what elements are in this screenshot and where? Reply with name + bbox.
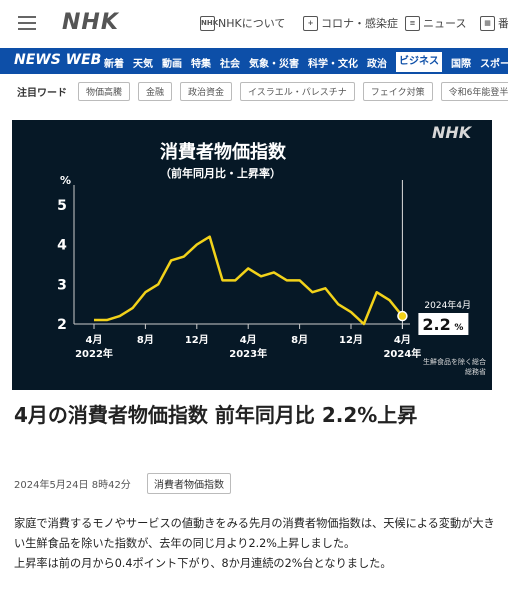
x-tick-year: 2022年 [75,347,113,360]
nav-item[interactable]: 特集 [191,59,211,70]
tag-item[interactable]: フェイク対策 [362,82,433,101]
nav-item[interactable]: 動画 [162,59,182,70]
news-link[interactable]: ≡ ニュース [405,15,466,31]
program-label: 番 [498,17,508,30]
top-header: NHK NHK NHKについて + コロナ・感染症 ≡ ニュース ▦ 番 [0,0,508,49]
topic-tag[interactable]: 消費者物価指数 [147,473,231,494]
chart-source: 総務省 [465,367,486,376]
corona-icon: + [303,15,318,31]
tag-item[interactable]: イスラエル・パレスチナ [240,82,355,101]
article-paragraph: 家庭で消費するモノやサービスの値動きをみる先月の消費者物価指数は、天候による変動… [14,517,495,550]
y-tick-label: 4 [57,238,67,254]
cpi-series-line [94,235,404,326]
chart-subtitle: （前年同月比・上昇率） [160,166,281,180]
article-paragraph: 上昇率は前の月から0.4ポイント下がり、8か月連続の2%台となりました。 [14,557,392,570]
nav-item[interactable]: 科学・文化 [308,59,358,70]
nhk-icon: NHK [200,15,218,31]
x-tick-year: 2023年 [229,347,267,360]
x-tick-month: 8月 [137,334,154,346]
trending-words: 注目ワード 物価高騰 金融 政治資金 イスラエル・パレスチナ フェイク対策 令和6年能登半… [0,80,508,102]
nav-item[interactable]: スポーツ [480,59,508,70]
callout-date: 2024年4月 [424,299,471,311]
x-tick-month: 4月 [240,334,257,346]
nav-item[interactable]: 社会 [220,59,240,70]
nav-item[interactable]: ビジネス [396,52,442,72]
x-tick-month: 12月 [339,334,363,346]
nav-item[interactable]: 気象・災害 [249,59,299,70]
main-nav: NEWS WEB 新着 天気 動画 特集 社会 気象・災害 科学・文化 政治 ビジネス 国際 スポー… [0,48,508,74]
corona-label: コロナ・感染症 [321,17,398,30]
tag-item[interactable]: 金融 [138,82,173,101]
corona-link[interactable]: + コロナ・感染症 [303,15,398,31]
tag-item[interactable]: 政治資金 [180,82,233,101]
article-body: 家庭で消費するモノやサービスの値動きをみる先月の消費者物価指数は、天候による変動… [14,514,500,574]
about-nhk-label: NHKについて [218,17,286,30]
chart-title: 消費者物価指数 [160,141,287,163]
y-axis-label: % [60,174,71,187]
callout-box [418,313,469,335]
x-tick-month: 4月 [86,334,103,346]
cpi-chart: 消費者物価指数 （前年同月比・上昇率） NHK% 2 3 4 5 4月 2022年 8月 12月 4月… [12,120,492,390]
article-title: 4月の消費者物価指数 前年同月比 2.2%上昇 [14,403,418,427]
tag-item[interactable]: 物価高騰 [78,82,131,101]
nav-item[interactable]: 新着 [104,59,124,70]
x-tick-month: 8月 [291,334,308,346]
article-datetime: 2024年5月24日 8時42分 [14,480,131,491]
news-web-brand[interactable]: NEWS WEB [14,52,102,68]
y-tick-label: 3 [57,277,67,293]
tag-item[interactable]: 令和6年能登半島地震 [440,82,508,101]
chart-brand-logo: NHK [432,123,473,142]
trending-label: 注目ワード [17,88,67,99]
callout-value: 2.2 [422,315,450,334]
x-tick-month: 12月 [185,334,209,346]
chart-source: 生鮮食品を除く総合 [423,357,486,366]
news-label: ニュース [423,17,467,30]
y-tick-label: 5 [57,198,67,214]
nhk-logo[interactable]: NHK [62,10,119,35]
callout-unit: % [454,323,463,333]
grid-icon: ▦ [480,15,495,31]
news-icon: ≡ [405,15,420,31]
y-tick-label: 2 [57,317,67,333]
program-link[interactable]: ▦ 番 [480,15,508,31]
menu-icon[interactable] [18,16,36,32]
nav-item[interactable]: 政治 [367,59,387,70]
x-tick-year: 2024年 [383,347,421,360]
latest-data-point [397,310,408,322]
nav-item[interactable]: 天気 [133,59,153,70]
nav-item[interactable]: 国際 [451,59,471,70]
x-tick-month: 4月 [394,334,411,346]
about-nhk-link[interactable]: NHK NHKについて [200,15,285,31]
